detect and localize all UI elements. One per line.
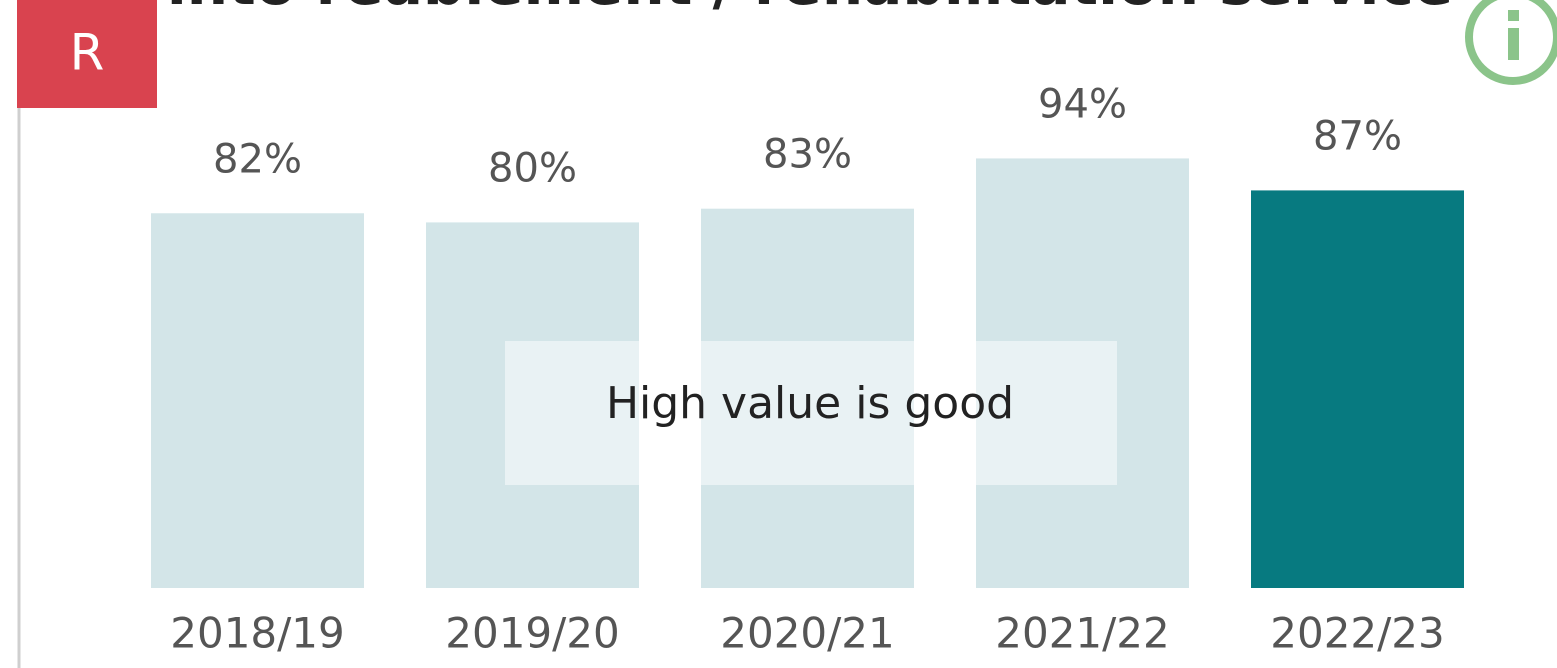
value-label: 82% [213, 136, 302, 182]
value-label: 94% [1038, 81, 1127, 127]
x-tick-label: 2021/22 [995, 609, 1169, 658]
x-tick-label: 2022/23 [1270, 609, 1444, 658]
value-label: 80% [488, 145, 577, 191]
badge-label: R [70, 24, 105, 82]
x-tick-label: 2019/20 [445, 609, 619, 658]
annotation-box [505, 341, 1117, 485]
annotation: High value is good [606, 378, 1014, 429]
value-label: 87% [1313, 113, 1402, 159]
chart-title: into reablement / rehabilitation service [167, 0, 1453, 18]
x-tick-label: 2018/19 [170, 609, 344, 658]
x-tick-label: 2020/21 [720, 609, 894, 658]
badge [17, 0, 157, 108]
info-icon [1465, 0, 1557, 85]
bar [1251, 190, 1464, 588]
bar [151, 213, 364, 588]
value-label: 83% [763, 132, 852, 178]
